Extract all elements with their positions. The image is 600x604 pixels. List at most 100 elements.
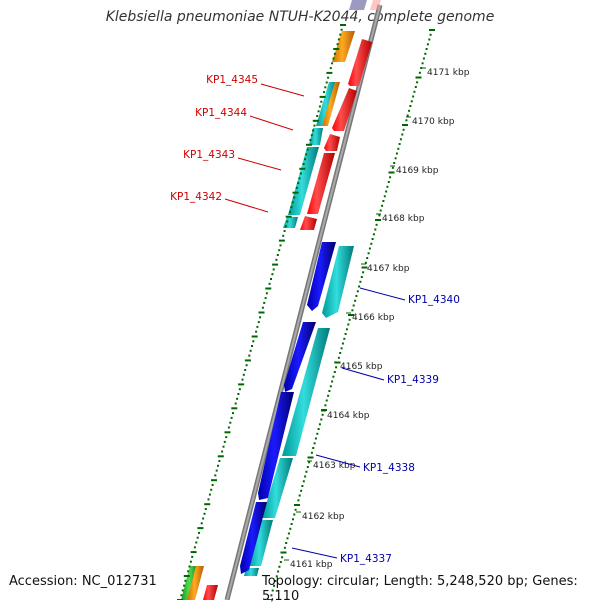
ruler-tick — [321, 409, 327, 411]
ruler-tick — [355, 295, 358, 297]
cds-feature-red — [332, 88, 357, 131]
ruler-tick — [428, 38, 431, 41]
ruler-tick — [215, 469, 218, 472]
ruler-tick — [277, 570, 280, 573]
ruler-tick — [354, 299, 357, 302]
ruler-tick — [200, 522, 203, 525]
ruler-tick — [242, 373, 245, 376]
ruler-tick — [391, 166, 394, 169]
cds-feature-red — [324, 134, 340, 151]
kbp-ticks: 4171 kbp 4170 kbp 4169 kbp 4168 kbp 4167… — [284, 67, 470, 570]
ruler-tick — [244, 369, 247, 371]
ruler-tick — [406, 114, 409, 117]
ruler-tick — [231, 407, 238, 410]
ruler-tick — [310, 134, 313, 137]
ruler-tick — [401, 133, 404, 136]
ruler-tick — [374, 228, 377, 231]
ruler-tick — [381, 204, 384, 207]
ruler-tick — [308, 461, 311, 464]
ruler-tick — [204, 508, 207, 510]
ruler-tick — [204, 503, 211, 506]
ruler-tick — [283, 230, 286, 232]
ruler-tick — [275, 258, 278, 261]
ruler-tick — [268, 282, 271, 285]
tick-label-4164: 4164 kbp — [327, 411, 370, 421]
left-gene-labels: KP1_4345 KP1_4344 KP1_4343 KP1_4342 — [170, 74, 305, 213]
ruler-tick — [181, 589, 184, 592]
map-title: Klebsiella pneumoniae NTUH-K2044, comple… — [105, 9, 495, 25]
ruler-tick — [340, 24, 346, 26]
ruler-tick — [402, 124, 408, 126]
tick-label-4163: 4163 kbp — [313, 461, 356, 471]
ruler-tick — [372, 233, 375, 236]
ruler-tick — [333, 52, 336, 55]
ruler-tick — [293, 513, 296, 516]
ruler-tick — [318, 105, 321, 108]
cds-feature-cyan — [283, 217, 298, 228]
ruler-tick — [280, 551, 287, 554]
ruler-tick — [306, 143, 312, 146]
ruler-tick — [327, 394, 330, 397]
ruler-tick — [345, 328, 348, 331]
ruler-tick — [412, 95, 415, 98]
ruler-tick — [301, 485, 304, 487]
ruler-tick — [348, 318, 351, 321]
ruler-tick — [414, 86, 417, 88]
ruler-tick — [410, 100, 413, 103]
ruler-tick — [281, 556, 284, 559]
ruler-tick — [259, 316, 262, 319]
ruler-tick — [214, 474, 217, 477]
ruler-tick — [193, 546, 196, 549]
ruler-tick — [207, 498, 210, 501]
ruler-tick — [278, 239, 285, 242]
tick-label-4166: 4166 kbp — [352, 313, 395, 323]
ruler-tick — [282, 234, 285, 237]
ruler-tick — [306, 466, 309, 468]
ruler-tick — [302, 163, 305, 165]
ruler-tick — [230, 416, 233, 419]
cds-feature-cyan — [309, 128, 323, 145]
cds-feature-blue — [284, 322, 316, 392]
ruler-tick — [331, 62, 334, 65]
ruler-tick — [276, 254, 279, 256]
scale-ruler-right — [267, 29, 435, 600]
ruler-tick — [196, 536, 199, 539]
ruler-tick — [298, 177, 301, 180]
tick-label-4171: 4171 kbp — [427, 68, 470, 78]
ruler-tick — [222, 445, 225, 448]
ruler-tick — [227, 426, 230, 429]
tick-label-4167: 4167 kbp — [367, 264, 410, 274]
ruler-tick — [180, 594, 183, 597]
ruler-tick — [316, 432, 319, 435]
ruler-tick — [292, 518, 294, 521]
ruler-tick — [421, 62, 424, 65]
ruler-tick — [211, 479, 217, 482]
ruler-tick — [387, 181, 390, 183]
forward-strand-features — [203, 39, 372, 600]
ruler-tick — [333, 48, 340, 50]
ruler-tick — [248, 354, 251, 357]
ruler-tick — [332, 375, 335, 378]
ruler-tick — [314, 437, 317, 440]
ruler-tick — [293, 196, 296, 199]
ruler-tick — [210, 488, 213, 491]
gene-label-KP1_4344: KP1_4344 — [195, 107, 247, 119]
ruler-tick — [263, 301, 266, 304]
ruler-tick — [378, 214, 381, 217]
ruler-tick — [249, 349, 252, 352]
ruler-tick — [291, 201, 294, 204]
cds-feature-blue — [307, 242, 336, 311]
ruler-tick — [189, 560, 192, 563]
cds-feature-red — [307, 153, 335, 214]
ruler-tick — [319, 95, 326, 98]
ruler-tick — [272, 263, 279, 266]
ruler-tick — [402, 128, 405, 131]
ruler-tick — [310, 451, 313, 454]
ruler-tick — [426, 43, 429, 46]
ruler-tick — [284, 225, 287, 228]
ruler-tick — [375, 223, 378, 226]
ruler-tick — [187, 570, 190, 573]
ruler-tick — [371, 238, 374, 240]
ruler-tick — [232, 412, 234, 415]
